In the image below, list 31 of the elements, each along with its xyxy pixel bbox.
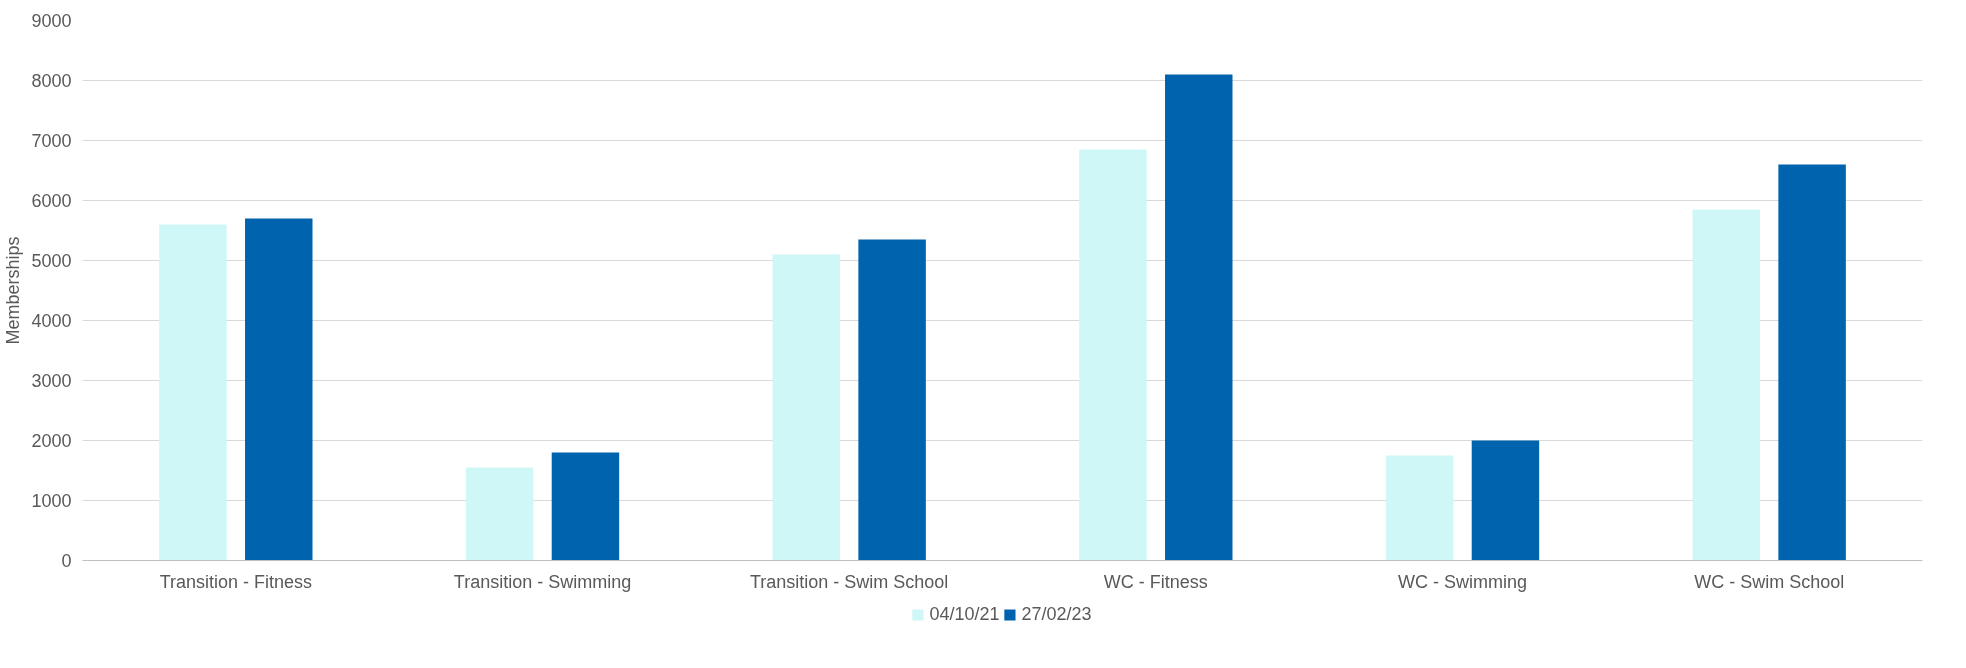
x-tick-label: WC - Swimming [1398, 571, 1527, 592]
legend-label: 27/02/23 [1021, 603, 1092, 625]
bar [465, 467, 534, 561]
bar [551, 452, 620, 561]
bar [1778, 164, 1846, 561]
y-tick-label: 6000 [31, 191, 72, 211]
y-tick-label: 3000 [31, 371, 72, 391]
bar [1692, 209, 1760, 561]
x-tick-label: WC - Swim School [1694, 571, 1845, 592]
bar [1385, 455, 1454, 561]
bar [858, 239, 926, 561]
y-tick-label: 7000 [31, 131, 72, 151]
y-tick-label: 1000 [31, 491, 72, 511]
y-tick-label: 8000 [31, 71, 72, 91]
y-tick-label: 0 [61, 551, 72, 571]
bar [772, 254, 840, 561]
bar [1165, 74, 1233, 561]
y-axis-title: Memberships [3, 236, 24, 345]
bar [159, 224, 227, 561]
bar [1079, 149, 1147, 561]
legend-label: 04/10/21 [929, 603, 1000, 625]
bar [245, 218, 313, 561]
bar [1471, 440, 1540, 561]
y-tick-label: 2000 [31, 431, 72, 451]
y-tick-label: 5000 [31, 251, 72, 271]
x-tick-label: Transition - Swimming [453, 571, 632, 592]
x-tick-label: WC - Fitness [1103, 571, 1208, 592]
x-tick-label: Transition - Swim School [749, 571, 949, 592]
x-tick-label: Transition - Fitness [159, 571, 313, 592]
y-tick-label: 9000 [31, 11, 72, 31]
y-tick-label: 4000 [31, 311, 72, 331]
